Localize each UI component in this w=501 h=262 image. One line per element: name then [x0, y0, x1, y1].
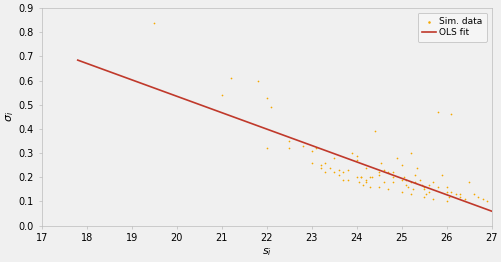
- Sim. data: [374, 173, 382, 177]
- Sim. data: [397, 190, 405, 194]
- Sim. data: [361, 166, 369, 170]
- Sim. data: [482, 199, 490, 204]
- Sim. data: [316, 163, 324, 167]
- Sim. data: [226, 76, 234, 80]
- Sim. data: [217, 93, 225, 97]
- Sim. data: [410, 173, 418, 177]
- Sim. data: [415, 178, 423, 182]
- Sim. data: [285, 139, 293, 143]
- Sim. data: [437, 173, 445, 177]
- Sim. data: [359, 182, 367, 187]
- Sim. data: [401, 178, 409, 182]
- Sim. data: [446, 190, 454, 194]
- Sim. data: [361, 178, 369, 182]
- Sim. data: [321, 170, 329, 174]
- Sim. data: [321, 161, 329, 165]
- Sim. data: [334, 168, 342, 172]
- Sim. data: [368, 175, 376, 179]
- Sim. data: [262, 146, 270, 150]
- Sim. data: [419, 187, 427, 192]
- Sim. data: [406, 151, 414, 155]
- Sim. data: [312, 146, 320, 150]
- Sim. data: [451, 192, 459, 196]
- Sim. data: [377, 161, 385, 165]
- Sim. data: [379, 180, 387, 184]
- Sim. data: [316, 166, 324, 170]
- Sim. data: [459, 197, 467, 201]
- Sim. data: [399, 175, 407, 179]
- Sim. data: [424, 182, 432, 187]
- Sim. data: [334, 173, 342, 177]
- Sim. data: [412, 166, 420, 170]
- Sim. data: [361, 180, 369, 184]
- Sim. data: [410, 180, 418, 184]
- Sim. data: [356, 175, 364, 179]
- Sim. data: [339, 178, 347, 182]
- Sim. data: [379, 168, 387, 172]
- Sim. data: [446, 112, 454, 117]
- Sim. data: [374, 185, 382, 189]
- Sim. data: [388, 170, 396, 174]
- Sim. data: [408, 187, 416, 192]
- Sim. data: [383, 187, 391, 192]
- Sim. data: [455, 194, 463, 199]
- Sim. data: [343, 168, 351, 172]
- Sim. data: [406, 192, 414, 196]
- Sim. data: [354, 180, 362, 184]
- Sim. data: [267, 105, 275, 109]
- Sim. data: [464, 180, 472, 184]
- Sim. data: [428, 180, 436, 184]
- Sim. data: [339, 170, 347, 174]
- Sim. data: [343, 178, 351, 182]
- Sim. data: [330, 156, 338, 160]
- Sim. data: [403, 185, 411, 189]
- Sim. data: [307, 149, 315, 153]
- Sim. data: [419, 185, 427, 189]
- Sim. data: [392, 156, 400, 160]
- Sim. data: [253, 79, 261, 83]
- Sim. data: [262, 95, 270, 100]
- Sim. data: [442, 185, 450, 189]
- Sim. data: [325, 166, 333, 170]
- Sim. data: [388, 175, 396, 179]
- Sim. data: [365, 175, 373, 179]
- Y-axis label: $\sigma_i$: $\sigma_i$: [4, 111, 16, 122]
- Legend: Sim. data, OLS fit: Sim. data, OLS fit: [417, 13, 486, 41]
- Sim. data: [442, 190, 450, 194]
- Sim. data: [370, 129, 378, 133]
- Sim. data: [365, 185, 373, 189]
- Sim. data: [397, 163, 405, 167]
- Sim. data: [421, 192, 429, 196]
- Sim. data: [428, 197, 436, 201]
- Sim. data: [150, 21, 158, 25]
- Sim. data: [383, 170, 391, 174]
- Sim. data: [406, 180, 414, 184]
- Sim. data: [352, 154, 360, 158]
- Sim. data: [455, 192, 463, 196]
- Sim. data: [356, 175, 364, 179]
- Sim. data: [374, 170, 382, 174]
- Sim. data: [397, 178, 405, 182]
- Sim. data: [419, 194, 427, 199]
- Sim. data: [473, 194, 481, 199]
- X-axis label: $s_i$: $s_i$: [261, 246, 271, 258]
- Sim. data: [330, 170, 338, 174]
- Sim. data: [442, 199, 450, 204]
- Sim. data: [352, 158, 360, 162]
- Sim. data: [433, 110, 441, 114]
- Sim. data: [433, 185, 441, 189]
- Sim. data: [388, 180, 396, 184]
- Sim. data: [352, 175, 360, 179]
- Sim. data: [285, 146, 293, 150]
- Sim. data: [401, 182, 409, 187]
- Sim. data: [424, 190, 432, 194]
- Sim. data: [347, 151, 355, 155]
- Sim. data: [477, 197, 485, 201]
- Sim. data: [444, 194, 452, 199]
- Sim. data: [468, 192, 476, 196]
- Sim. data: [307, 161, 315, 165]
- Sim. data: [417, 182, 425, 187]
- Sim. data: [298, 144, 306, 148]
